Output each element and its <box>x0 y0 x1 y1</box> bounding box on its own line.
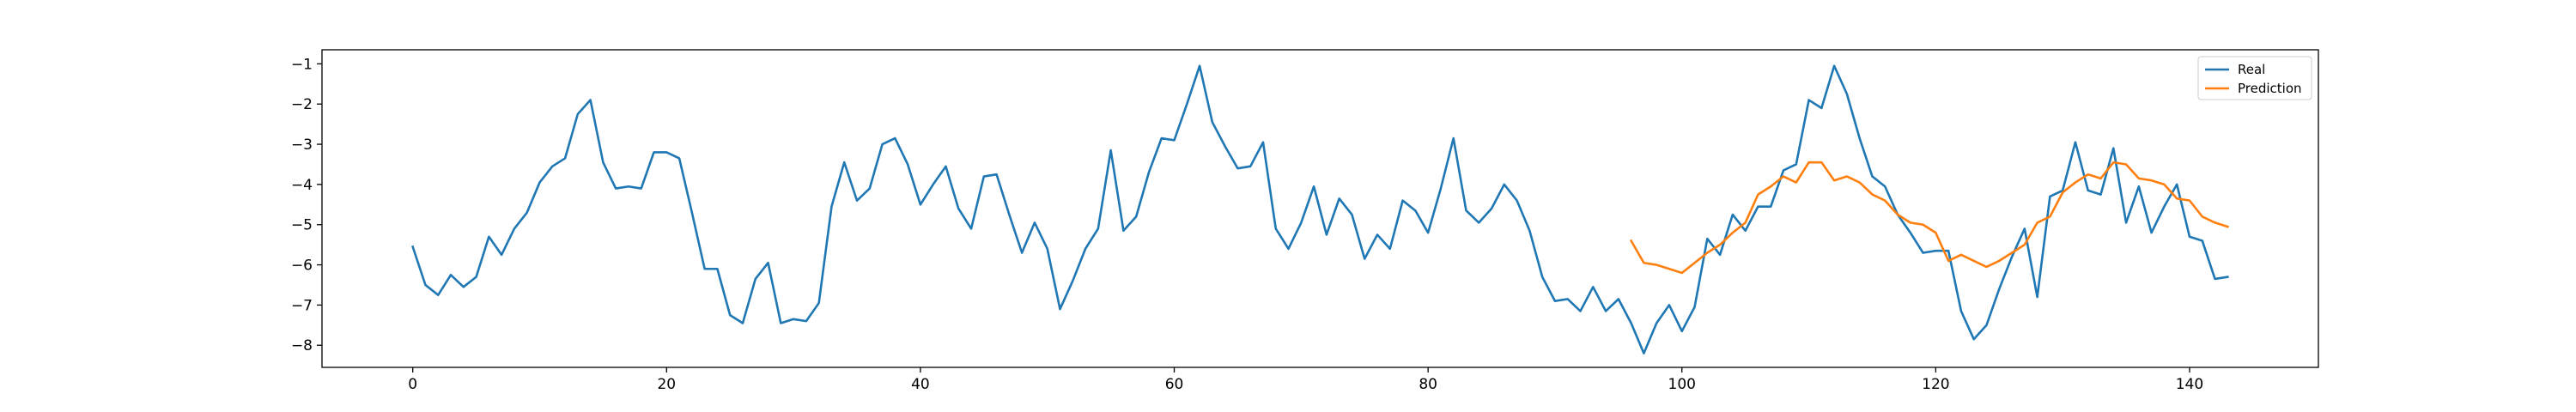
y-tick-label: −1 <box>291 56 313 73</box>
axes-frame <box>321 49 2319 368</box>
x-tick-label: 100 <box>1668 376 1696 393</box>
y-tick-label: −5 <box>291 217 313 234</box>
legend-label-prediction: Prediction <box>2238 81 2302 96</box>
y-tick-label: −3 <box>291 136 313 154</box>
y-tick-label: −6 <box>291 258 313 275</box>
y-tick-label: −2 <box>291 96 313 113</box>
y-tick-label: −8 <box>291 337 313 354</box>
legend-label-real: Real <box>2238 62 2265 77</box>
y-tick-label: −4 <box>291 177 313 194</box>
legend: Real Prediction <box>2197 56 2312 100</box>
axes-layer: 0 20 40 60 80 100 120 140 −8 −7 −6 −5 −4 −3 −2 −1 <box>291 49 2319 393</box>
x-tick-label: 0 <box>408 376 417 393</box>
x-tick-label: 80 <box>1419 376 1437 393</box>
x-tick-label: 120 <box>1922 376 1949 393</box>
y-tick-label: −7 <box>291 297 313 314</box>
x-tick-label: 40 <box>911 376 930 393</box>
series-line-prediction <box>1629 161 2229 275</box>
series-line-real <box>411 64 2229 354</box>
x-tick-label: 140 <box>2176 376 2203 393</box>
x-tick-label: 60 <box>1165 376 1184 393</box>
x-tick-label: 20 <box>657 376 676 393</box>
series-layer <box>411 64 2229 354</box>
